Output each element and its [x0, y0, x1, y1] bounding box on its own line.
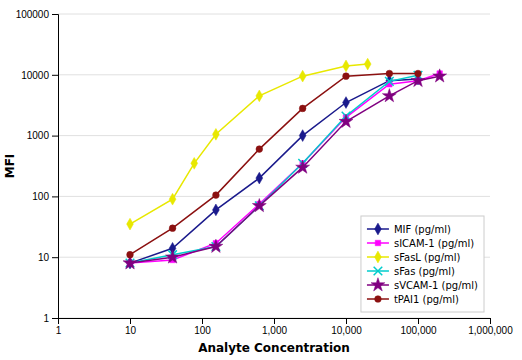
axis-line [52, 15, 59, 319]
marker [169, 193, 176, 205]
tick-mark [52, 14, 58, 15]
marker [256, 172, 263, 184]
legend-label: sICAM-1 (pg/ml) [394, 238, 474, 249]
grid-line [58, 14, 490, 15]
tick-mark [52, 196, 58, 197]
tick: 100 [194, 318, 211, 336]
legend-label: sVCAM-1 (pg/ml) [394, 280, 478, 291]
series-line [130, 64, 368, 224]
tick-label: 10000 [21, 70, 49, 81]
marker [213, 192, 220, 199]
tick: 1,000 [262, 318, 287, 336]
legend-marker [374, 267, 383, 276]
tick-label: 1000 [27, 130, 50, 141]
tick-mark [418, 318, 419, 324]
legend-item: sVCAM-1 (pg/ml) [367, 278, 478, 291]
tick-label: 1,000 [262, 325, 287, 336]
legend-item: sFasL (pg/ml) [367, 251, 461, 263]
tick: 100000 [16, 9, 58, 20]
legend-marker [375, 251, 382, 263]
legend-item: sFas (pg/ml) [367, 266, 455, 277]
y-axis: 1 10 100 1000 10000 100000 [16, 9, 59, 324]
tick-label: 10,000 [331, 325, 362, 336]
marker [169, 225, 176, 232]
marker [252, 199, 266, 212]
grid [58, 14, 490, 318]
marker [343, 60, 350, 72]
tick-label: 100 [194, 325, 211, 336]
marker [386, 70, 393, 77]
marker [256, 146, 263, 153]
tick: 1000 [27, 130, 58, 141]
marker [213, 128, 220, 140]
tick: 1 [56, 318, 62, 336]
marker [209, 239, 223, 252]
legend-marker [375, 296, 382, 303]
legend-label: sFasL (pg/ml) [394, 252, 461, 263]
tick: 1,000,000 [468, 318, 513, 336]
tick-mark [52, 318, 58, 319]
marker [213, 204, 220, 216]
legend: MIF (pg/ml) sICAM-1 (pg/ml) sFasL (pg/ml) s… [361, 216, 484, 312]
grid-line [58, 74, 490, 75]
marker [127, 251, 134, 258]
tick: 1 [43, 313, 58, 324]
legend-item: MIF (pg/ml) [367, 223, 451, 235]
tick: 100 [32, 191, 58, 202]
tick: 10000 [21, 70, 58, 81]
axis-line [59, 319, 491, 325]
marker [433, 69, 447, 82]
marker [382, 89, 396, 102]
tick: 100,000 [400, 318, 437, 336]
tick-mark [52, 75, 58, 76]
tick-mark [202, 318, 203, 324]
marker [364, 58, 371, 70]
tick-mark [274, 318, 275, 324]
tick-label: 10 [125, 325, 137, 336]
tick-mark [52, 136, 58, 137]
marker [343, 97, 350, 109]
marker [299, 105, 306, 112]
marker [127, 218, 134, 230]
tick-label: 1,000,000 [468, 325, 513, 336]
legend-marker [375, 240, 380, 245]
marker [296, 160, 310, 173]
tick-label: 100,000 [400, 325, 437, 336]
legend-marker [375, 223, 382, 235]
legend-label: MIF (pg/ml) [394, 224, 451, 235]
marker [385, 77, 394, 86]
marker [299, 130, 306, 142]
y-axis-title: MFI [3, 154, 17, 179]
tick-label: 100 [32, 191, 49, 202]
marker [166, 250, 180, 263]
marker [343, 73, 350, 80]
x-axis: 1 10 100 1,000 10,000 100,000 1,000,000 [56, 318, 513, 336]
marker [415, 70, 422, 77]
tick: 10 [125, 318, 137, 336]
series [127, 70, 422, 258]
legend-item: sICAM-1 (pg/ml) [367, 238, 474, 249]
chart: 1101001,00010,000100,0001,000,0001101001… [0, 0, 522, 360]
marker [299, 70, 306, 82]
tick-mark [346, 318, 347, 324]
tick-mark [130, 318, 131, 324]
legend-item: tPAI1 (pg/ml) [367, 294, 459, 305]
tick-mark [52, 257, 58, 258]
tick: 10,000 [331, 318, 362, 336]
tick-label: 100000 [16, 9, 50, 20]
legend-label: sFas (pg/ml) [394, 266, 455, 277]
marker [191, 157, 198, 169]
tick: 10 [38, 252, 58, 263]
legend-frame [361, 216, 484, 312]
grid-line [58, 196, 490, 197]
x-axis-title: Analyte Concentration [198, 341, 350, 355]
marker [256, 90, 263, 102]
tick-mark [490, 318, 491, 324]
tick-label: 1 [56, 325, 62, 336]
tick-label: 1 [43, 313, 49, 324]
legend-marker [371, 278, 385, 291]
tick-label: 10 [38, 252, 50, 263]
marker [339, 114, 353, 127]
legend-label: tPAI1 (pg/ml) [394, 294, 459, 305]
